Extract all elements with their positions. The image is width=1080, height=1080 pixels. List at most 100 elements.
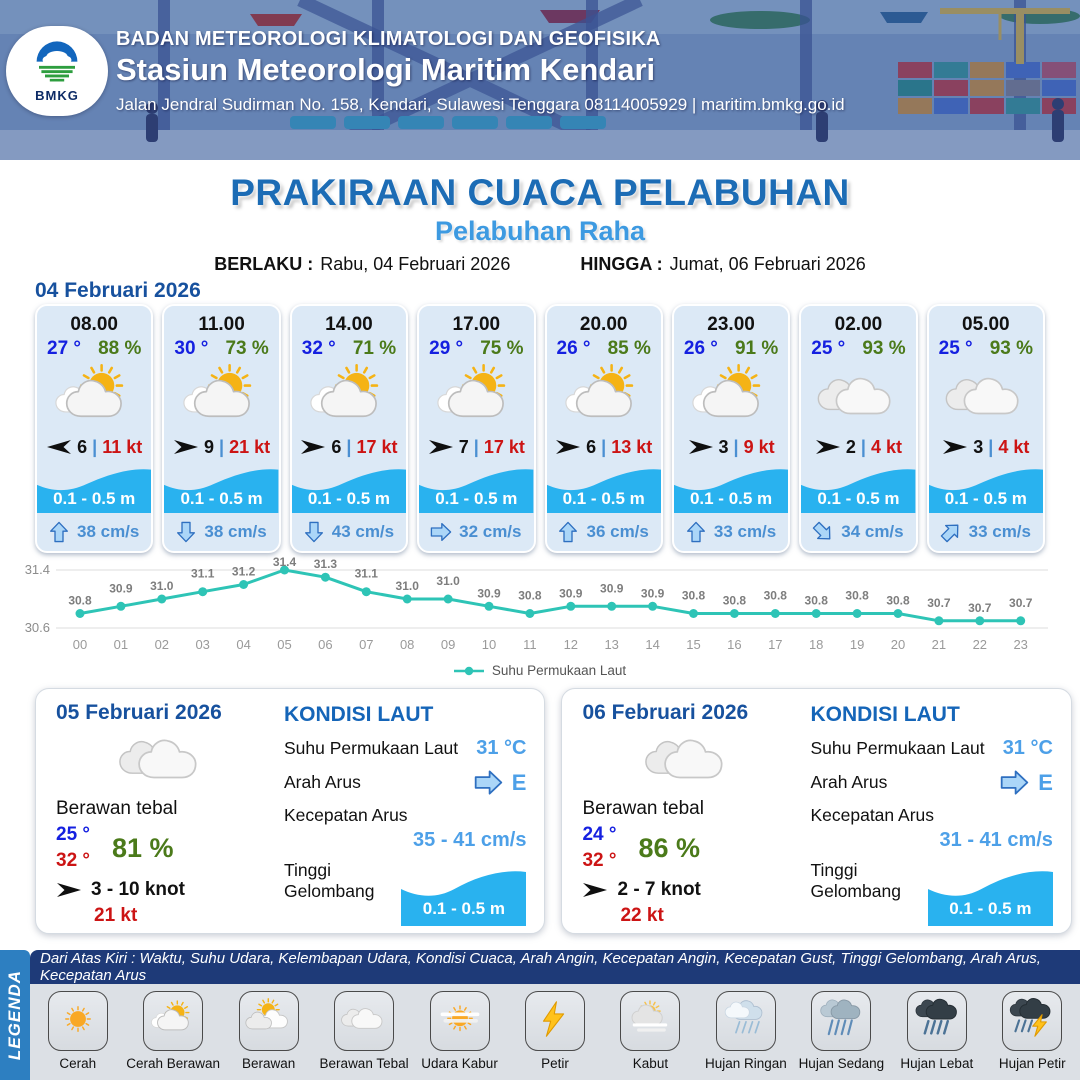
sst-value: 31 °C [1002, 737, 1053, 759]
legend-item-label: Berawan Tebal [319, 1056, 409, 1071]
weather-icon-box [1002, 991, 1063, 1051]
wave-height-value: 0.1 - 0.5 m [180, 489, 263, 509]
sea-conditions-heading: KONDISI LAUT [810, 703, 960, 726]
weather-condition-label: Berawan tebal [56, 798, 178, 819]
svg-text:15: 15 [686, 637, 700, 652]
legend-item: Hujan Lebat [889, 984, 984, 1080]
wind-row: 6 | 11 kt [37, 432, 151, 462]
forecast-date: 04 Februari 2026 [35, 279, 201, 302]
svg-text:00: 00 [73, 637, 87, 652]
wind-separator: | [860, 436, 866, 457]
legend-item-label: Cerah [59, 1056, 97, 1071]
legend-item: Kabut [603, 984, 698, 1080]
svg-text:31.1: 31.1 [191, 567, 215, 581]
svg-text:30.7: 30.7 [1009, 596, 1033, 610]
wave-shape [37, 469, 152, 514]
wind-gust-value: 4 kt [998, 436, 1030, 457]
legend-item-label: Udara Kabur [421, 1056, 498, 1071]
svg-text:03: 03 [195, 637, 209, 652]
wind-speed-value: 2 [845, 436, 856, 457]
weather-icon [532, 997, 578, 1046]
svg-text:31.0: 31.0 [150, 579, 174, 593]
temperature-group: 25 ° 32 ° 81 % [56, 822, 268, 874]
temperature-value: 27 ° [47, 338, 82, 359]
wave-shape [291, 469, 407, 514]
wind-row: 3 | 9 kt [674, 432, 788, 462]
current-direction-label: Arah Arus [284, 772, 361, 792]
wave-height-value: 0.1 - 0.5 m [949, 899, 1032, 918]
weather-icon [419, 361, 533, 432]
svg-text:30.7: 30.7 [968, 601, 992, 615]
svg-text:30.8: 30.8 [518, 589, 542, 603]
wind-separator: | [473, 436, 479, 457]
svg-text:07: 07 [359, 637, 373, 652]
legend-item-label: Hujan Lebat [900, 1056, 974, 1071]
wave-height-value: 0.1 - 0.5 m [422, 899, 505, 918]
svg-text:01: 01 [114, 637, 128, 652]
sst-value: 31 °C [476, 737, 527, 759]
sea-surface-temperature-chart: 31.4 30.6 30.8 00 30.9 01 31.0 02 31.1 03 31.2 04 31… [25, 555, 1048, 652]
current-direction-icon [1001, 768, 1029, 797]
legend-item-label: Hujan Petir [998, 1056, 1066, 1071]
wave-height-box: 0.1 - 0.5 m [401, 864, 527, 926]
weather-icon-box [811, 991, 872, 1051]
legend-item: Petir [507, 984, 602, 1080]
svg-text:30.9: 30.9 [477, 586, 501, 600]
svg-text:31.2: 31.2 [232, 565, 256, 579]
temperature-value: 29 ° [429, 338, 464, 359]
current-direction-icon [558, 521, 578, 543]
current-row: 38 cm/s [164, 513, 278, 551]
time-label: 11.00 [198, 314, 245, 335]
legend-item: Cerah [30, 984, 125, 1080]
wind-direction-icon [173, 437, 199, 457]
wave-height-band: 0.1 - 0.5 m [37, 462, 152, 514]
valid-from: BERLAKU : Rabu, 04 Februari 2026 [214, 254, 510, 275]
wave-height-band: 0.1 - 0.5 m [673, 462, 789, 514]
bmkg-logo: BMKG [6, 26, 108, 116]
svg-text:17: 17 [768, 637, 782, 652]
svg-text:13: 13 [604, 637, 618, 652]
svg-text:31.4: 31.4 [25, 562, 50, 577]
svg-text:30.8: 30.8 [682, 589, 706, 603]
legend-section: LEGENDA Dari Atas Kiri : Waktu, Suhu Uda… [0, 950, 1080, 1080]
svg-text:30.7: 30.7 [927, 596, 951, 610]
wave-height-value: 0.1 - 0.5 m [817, 489, 900, 509]
wave-height-band: 0.1 - 0.5 m [546, 462, 661, 514]
current-row: 38 cm/s [37, 513, 151, 551]
wave-height-value: 0.1 - 0.5 m [944, 489, 1027, 509]
wind-gust-value: 17 kt [483, 436, 525, 457]
wave-height-label: Tinggi Gelombang [284, 860, 375, 901]
legend-description: Dari Atas Kiri : Waktu, Suhu Udara, Kele… [30, 950, 1080, 984]
weather-icon [929, 361, 1043, 432]
weather-icon-box [620, 991, 681, 1051]
wave-shape [401, 871, 527, 926]
port-illustration [0, 0, 1080, 160]
svg-text:30.9: 30.9 [559, 586, 583, 600]
weather-icon [437, 997, 483, 1046]
weather-icon [164, 361, 278, 432]
time-label: 17.00 [452, 314, 501, 335]
wave-shape [927, 871, 1053, 926]
wind-gust-value: 17 kt [356, 436, 398, 457]
svg-text:16: 16 [727, 637, 741, 652]
current-speed-label: Kecepatan Arus [810, 805, 935, 825]
wind-gust-value: 22 kt [620, 905, 664, 926]
weather-icon [674, 361, 788, 432]
wind-range-value: 3 - 10 knot [91, 879, 185, 900]
wave-shape [673, 469, 789, 514]
wind-row: 6 | 17 kt [292, 432, 406, 462]
svg-text:30.9: 30.9 [109, 581, 133, 595]
valid-until-label: HINGGA : [580, 254, 663, 274]
current-speed-value: 33 cm/s [713, 522, 777, 542]
weather-icon [292, 361, 406, 432]
weather-icon-box [906, 991, 967, 1051]
page-title: PRAKIRAAN CUACA PELABUHAN [230, 172, 850, 213]
current-direction-icon [176, 521, 196, 543]
wind-direction-icon [942, 437, 968, 457]
wind-speed-value: 6 [77, 436, 88, 457]
weather-icon [37, 361, 151, 432]
svg-text:30.9: 30.9 [600, 581, 624, 595]
wind-row: 6 | 13 kt [547, 432, 661, 462]
svg-text:31.3: 31.3 [314, 557, 338, 571]
hourly-forecast-row: 08.00 27 ° 88 % 6 | 11 kt 0.1 - 0.5 m 38… [35, 304, 1045, 553]
